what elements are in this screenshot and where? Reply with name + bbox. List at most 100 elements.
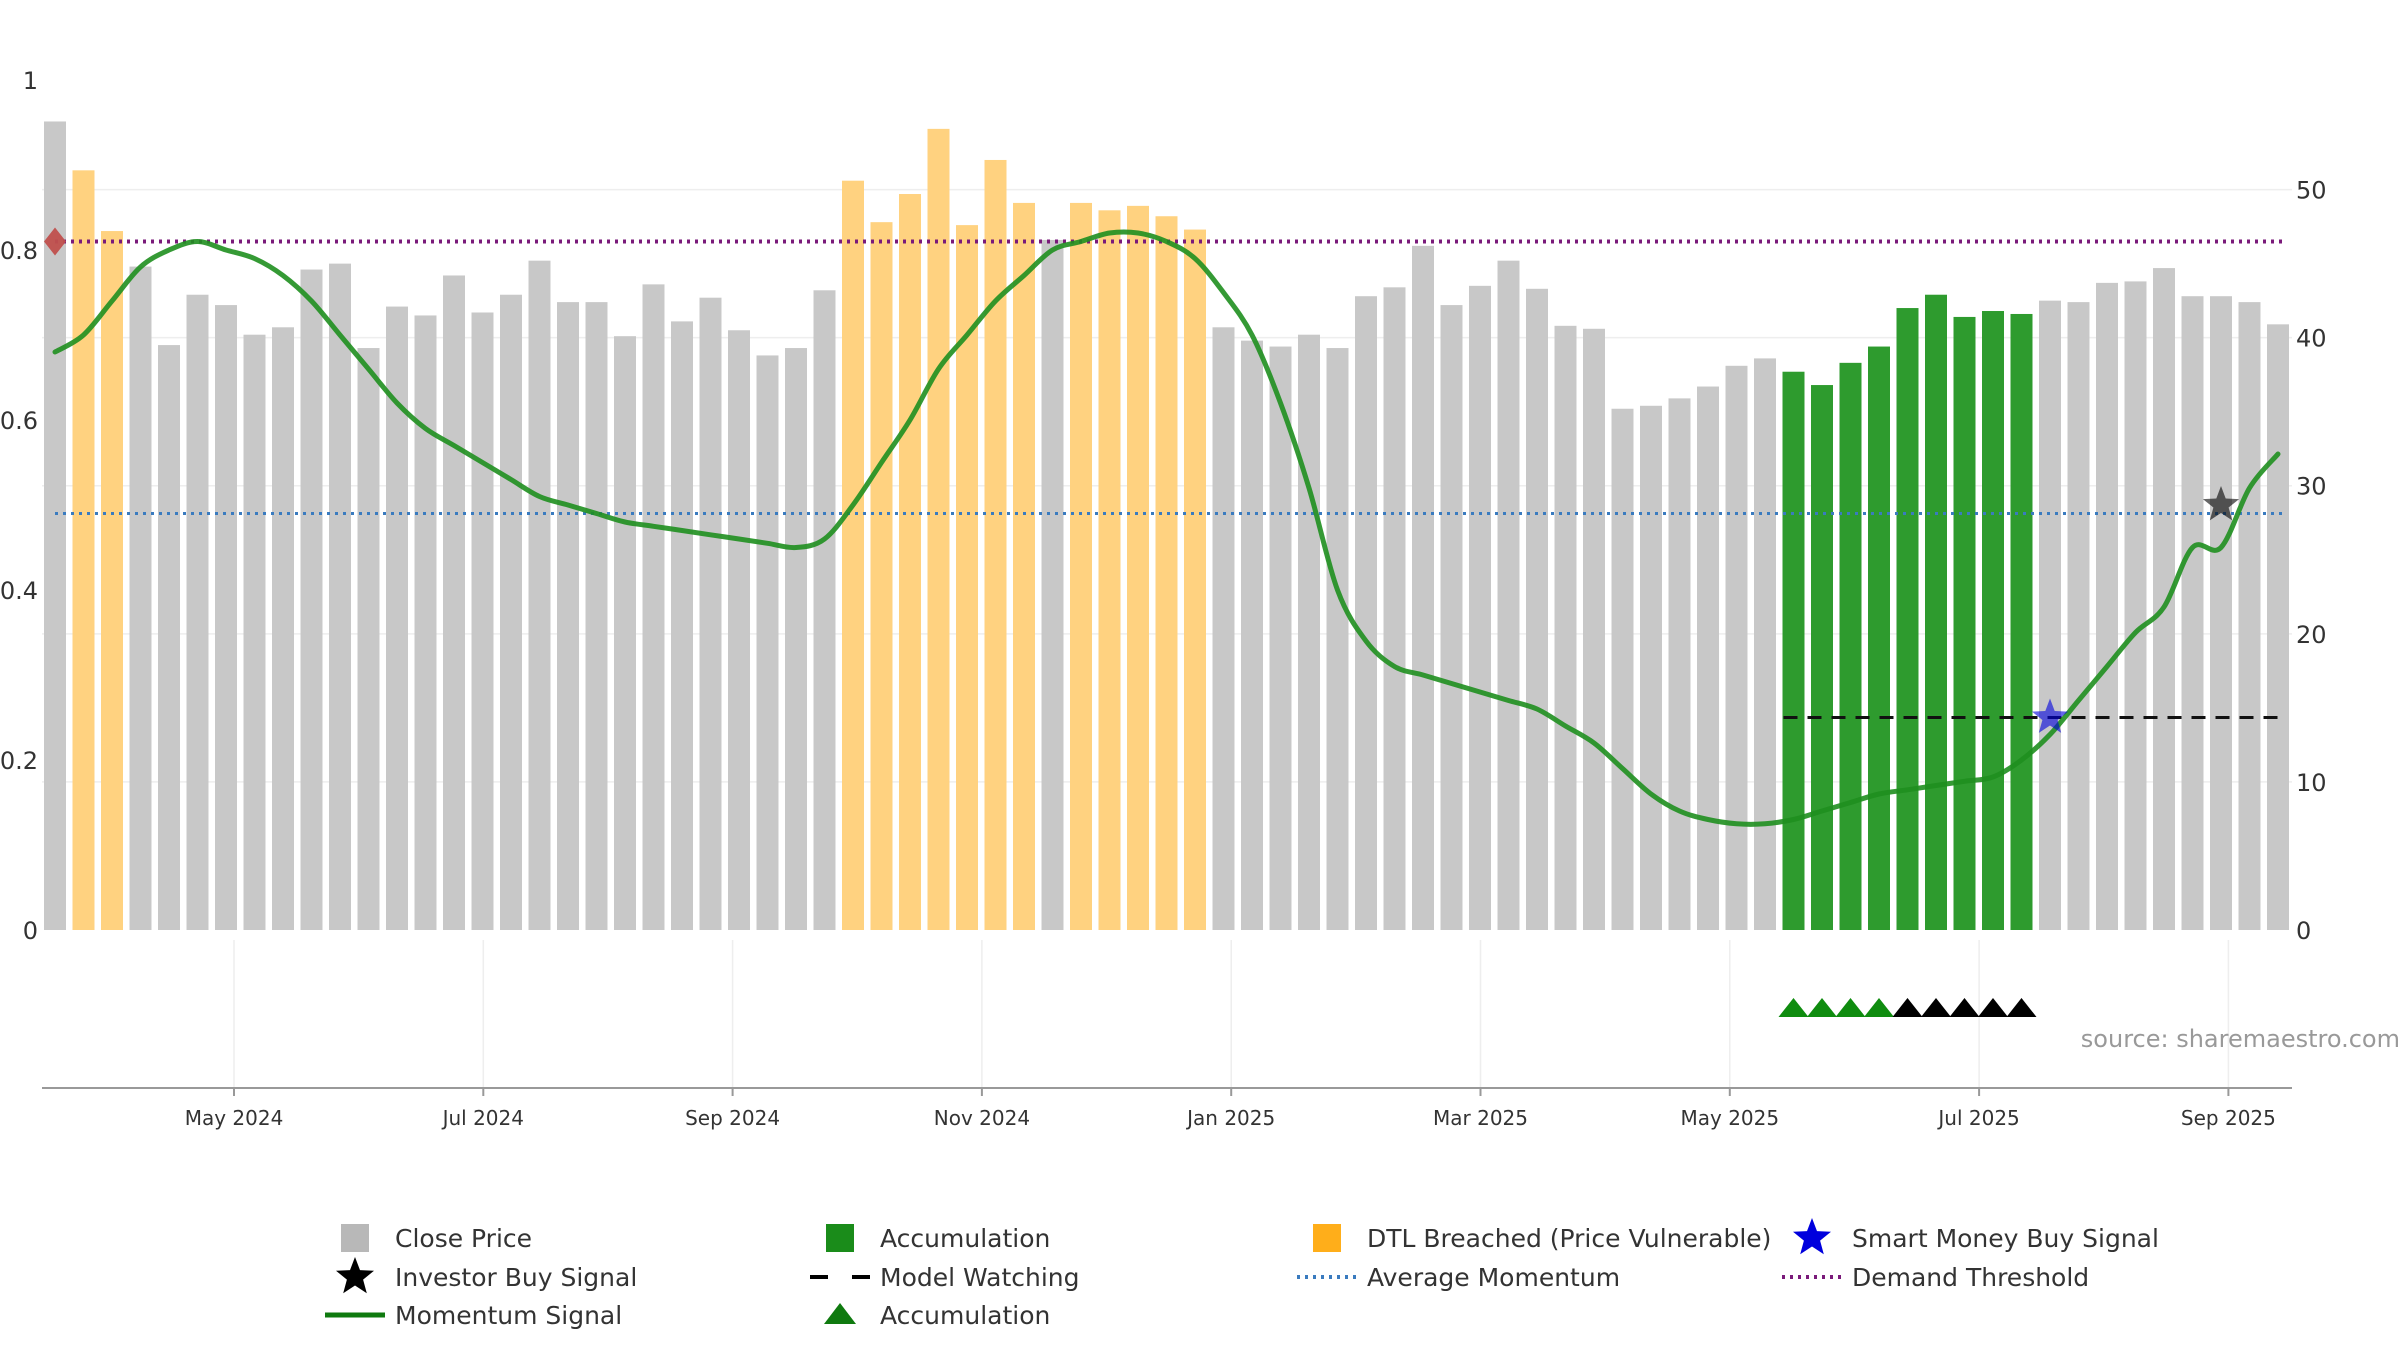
close-price-bar <box>2181 296 2204 930</box>
legend-swatch <box>341 1224 369 1252</box>
close-price-bar <box>386 306 408 930</box>
dtl-breached-bar <box>101 231 123 931</box>
accumulation-triangle <box>2006 998 2037 1017</box>
dtl-breached-bar <box>956 225 978 930</box>
legend-label: Accumulation <box>880 1301 1050 1330</box>
close-price-bar <box>642 284 665 930</box>
close-price-bar <box>1668 398 1691 931</box>
close-price-bar <box>699 297 722 930</box>
legend-label: Accumulation <box>880 1224 1050 1253</box>
close-price-bar <box>272 327 294 930</box>
dtl-breached-bar <box>72 170 95 931</box>
accumulation-bar <box>1868 346 1890 930</box>
momentum-signal-line <box>52 229 2281 827</box>
bars-group <box>44 121 2289 931</box>
accumulation-bar <box>1953 316 1976 930</box>
legend-star-icon <box>1793 1218 1831 1255</box>
y-right-tick-label: 40 <box>2296 325 2327 353</box>
close-price-bar <box>1640 405 1662 931</box>
close-price-bar <box>1697 386 1719 931</box>
close-price-bar <box>2039 300 2061 930</box>
y-right-tick-label: 30 <box>2296 473 2327 501</box>
close-price-bar <box>2267 324 2289 930</box>
close-price-bar <box>1497 260 1520 931</box>
close-price-bar <box>1725 365 1748 930</box>
close-price-bar <box>357 348 380 930</box>
accumulation-bar <box>1839 362 1862 930</box>
y-left-tick-label: 0 <box>23 917 38 945</box>
dtl-breached-bar <box>984 159 1007 931</box>
close-price-bar <box>2096 282 2118 930</box>
close-price-bar <box>243 334 266 930</box>
y-left-tick-label: 0.8 <box>0 237 38 265</box>
dtl-breached-bar <box>1013 202 1035 930</box>
close-price-bar <box>471 312 494 930</box>
accumulation-bar <box>1925 294 1947 930</box>
x-tick-label: Sep 2025 <box>2181 1106 2276 1130</box>
close-price-bar <box>186 294 209 930</box>
close-price-bar <box>1526 288 1548 930</box>
accumulation-bar <box>1982 311 2004 930</box>
close-price-bar <box>215 305 237 930</box>
close-price-bar <box>1355 296 1377 930</box>
close-price-bar <box>2210 296 2232 930</box>
legend-label: Model Watching <box>880 1263 1080 1292</box>
dtl-breached-bar <box>899 194 921 930</box>
close-price-bar <box>728 330 750 930</box>
close-price-bar <box>1611 408 1634 931</box>
axes-group: May 2024 Jul 2024 Sep 2024 Nov 2024 Jan 2025… <box>0 67 2327 1130</box>
dtl-breached-bar <box>1098 210 1121 930</box>
close-price-bar <box>756 355 779 930</box>
close-price-bar <box>1212 327 1235 930</box>
dtl-breached-bar <box>927 128 950 930</box>
x-tick-label: Jan 2025 <box>1185 1106 1275 1130</box>
y-left-tick-label: 0.4 <box>0 577 38 605</box>
close-price-bar <box>1440 305 1463 930</box>
accumulation-triangle <box>1864 998 1894 1017</box>
dtl-breached-bar <box>1155 216 1178 930</box>
legend-label: Average Momentum <box>1367 1263 1620 1292</box>
accumulation-triangle <box>1921 998 1951 1017</box>
close-price-bar <box>2238 302 2261 930</box>
close-price-bar <box>585 302 608 930</box>
investor-buy-signal-star <box>2202 486 2240 521</box>
x-tick-label: Mar 2025 <box>1433 1106 1528 1130</box>
close-price-bar <box>1269 346 1292 930</box>
close-price-bar <box>443 275 465 930</box>
close-price-bar <box>500 294 522 930</box>
accumulation-triangle <box>1892 998 1923 1017</box>
x-tick-label: Sep 2024 <box>685 1106 780 1130</box>
y-right-tick-label: 20 <box>2296 621 2327 649</box>
x-tick-label: Nov 2024 <box>934 1106 1030 1130</box>
accumulation-triangle <box>1778 998 1809 1017</box>
x-tick-label: May 2024 <box>185 1106 284 1130</box>
accumulation-triangle <box>1949 998 1980 1017</box>
dtl-breached-bar <box>1184 229 1206 930</box>
close-price-bar <box>414 315 437 930</box>
dtl-breached-bar <box>870 222 893 930</box>
close-price-bar <box>158 345 180 930</box>
legend-swatch <box>1313 1224 1341 1252</box>
legend-star-icon <box>336 1257 374 1294</box>
momentum-group <box>52 229 2281 827</box>
close-price-bar <box>671 321 693 930</box>
x-tick-label: May 2025 <box>1680 1106 1779 1130</box>
legend-swatch <box>826 1224 854 1252</box>
close-price-bar <box>813 290 836 930</box>
y-right-tick-label: 10 <box>2296 769 2327 797</box>
close-price-bar <box>785 348 807 930</box>
close-price-bar <box>44 121 66 930</box>
close-price-bar <box>1326 348 1349 930</box>
close-price-bar <box>1383 287 1406 930</box>
close-price-bar <box>1241 340 1263 930</box>
y-left-tick-label: 0.2 <box>0 747 38 775</box>
legend-label: Smart Money Buy Signal <box>1852 1224 2159 1253</box>
close-price-bar <box>2124 281 2147 930</box>
y-right-tick-label: 0 <box>2296 917 2311 945</box>
legend-label: Momentum Signal <box>395 1301 622 1330</box>
close-price-bar <box>1412 245 1434 931</box>
accumulation-bar <box>1896 308 1919 930</box>
legend-label: Demand Threshold <box>1852 1263 2089 1292</box>
